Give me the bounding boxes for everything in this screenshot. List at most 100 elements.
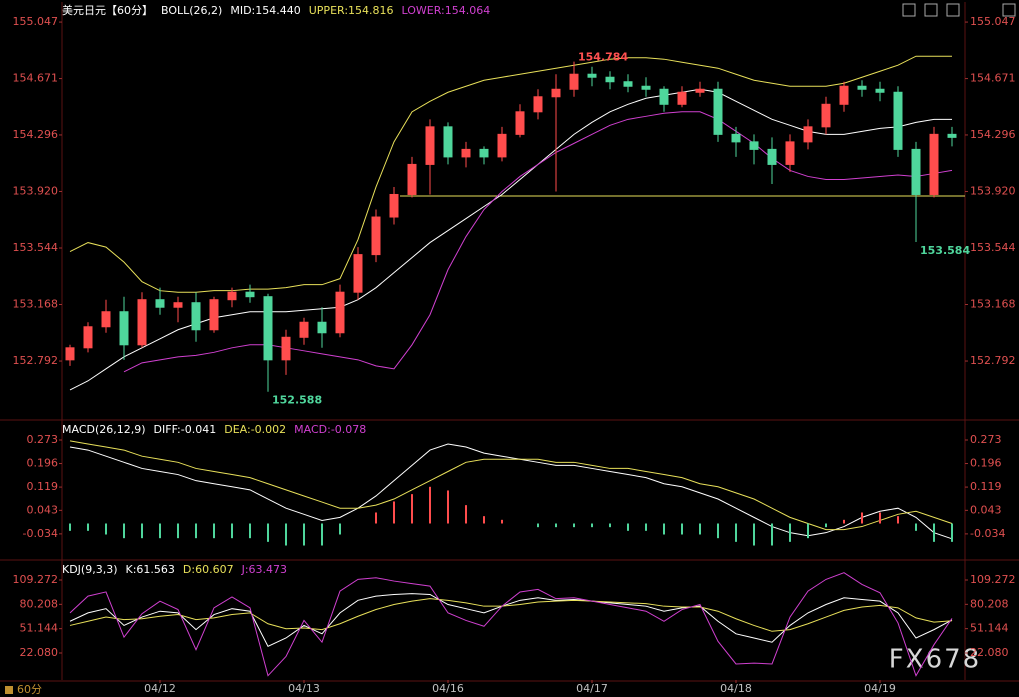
y-tick-label-right: 0.043 xyxy=(970,503,1002,516)
period-label[interactable]: 60分 xyxy=(17,683,42,696)
x-tick-label: 04/16 xyxy=(432,682,464,695)
legend-entry: J:63.473 xyxy=(241,563,287,576)
y-tick-label-right: 154.296 xyxy=(970,128,1016,141)
candle-body xyxy=(101,311,111,328)
x-tick-label: 04/19 xyxy=(864,682,896,695)
y-tick-label: 51.144 xyxy=(20,622,59,635)
candle-body xyxy=(587,73,597,78)
y-tick-label-right: 153.920 xyxy=(970,184,1016,197)
macd-line xyxy=(69,443,953,540)
candle-body xyxy=(389,193,399,218)
candle-body xyxy=(479,148,489,158)
y-tick-label: 0.273 xyxy=(27,433,59,446)
candle-body xyxy=(245,291,255,298)
y-tick-label: 109.272 xyxy=(13,573,59,586)
candle-body xyxy=(371,216,381,256)
candle-body xyxy=(461,148,471,158)
candle-body xyxy=(65,347,75,361)
frame xyxy=(0,2,1019,682)
window-buttons[interactable] xyxy=(902,3,1016,17)
x-tick-label: 04/12 xyxy=(144,682,176,695)
candle-body xyxy=(263,296,273,361)
candle-body xyxy=(605,76,615,83)
legend-entry: DEA:-0.002 xyxy=(224,423,286,436)
candle-body xyxy=(749,141,759,150)
x-tick-label: 04/17 xyxy=(576,682,608,695)
candle-body xyxy=(497,133,507,158)
y-tick-label: 153.544 xyxy=(13,241,59,254)
y-tick-label: 0.196 xyxy=(27,457,59,470)
candle-body xyxy=(515,111,525,135)
button[interactable] xyxy=(946,3,960,17)
candle-body xyxy=(767,148,777,165)
candle-body xyxy=(713,88,723,135)
y-tick-label: 80.208 xyxy=(20,597,59,610)
y-tick-label-right: 22.080 xyxy=(970,646,1009,659)
y-tick-label-right: 153.168 xyxy=(970,298,1016,311)
candle-body xyxy=(785,141,795,165)
candle-body xyxy=(803,126,813,143)
lock-icon[interactable] xyxy=(5,686,13,694)
candle-body xyxy=(443,126,453,158)
legend-entry: MACD:-0.078 xyxy=(294,423,366,436)
y-tick-label-right: -0.034 xyxy=(970,527,1005,540)
candle-body xyxy=(119,311,129,346)
legend-entry: BOLL(26,2) xyxy=(161,4,222,17)
candle-body xyxy=(137,299,147,346)
button[interactable] xyxy=(1002,3,1016,17)
y-tick-label: -0.034 xyxy=(23,527,58,540)
legend-entry: MID:154.440 xyxy=(230,4,300,17)
candle-body xyxy=(551,88,561,98)
y-tick-label: 153.920 xyxy=(13,184,59,197)
candle-body xyxy=(335,291,345,334)
candle-body xyxy=(83,326,93,349)
y-tick-label-right: 80.208 xyxy=(970,597,1009,610)
legend-entry: D:60.607 xyxy=(183,563,234,576)
kdj-line xyxy=(69,593,953,648)
price-annotation: 153.584 xyxy=(920,244,970,257)
legend-entry: LOWER:154.064 xyxy=(402,4,491,17)
watermark: FX678 xyxy=(889,645,981,675)
x-tick-label: 04/18 xyxy=(720,682,752,695)
y-tick-label-right: 153.544 xyxy=(970,241,1016,254)
candle-body xyxy=(281,336,291,361)
kdj-line xyxy=(69,598,953,632)
candle-body xyxy=(911,148,921,195)
y-tick-label: 22.080 xyxy=(20,646,59,659)
y-tick-label: 155.047 xyxy=(13,15,59,28)
candle-body xyxy=(173,302,183,308)
candle-body xyxy=(659,88,669,105)
y-tick-label-right: 109.272 xyxy=(970,573,1016,586)
candle-body xyxy=(731,133,741,143)
kdj-line xyxy=(69,572,953,677)
price-annotation: 152.588 xyxy=(272,394,322,407)
candle-body xyxy=(893,91,903,150)
y-tick-label: 152.792 xyxy=(13,354,59,367)
candle-body xyxy=(695,88,705,93)
legend-entry: 美元日元【60分】 xyxy=(62,4,153,17)
legend-entry: DIFF:-0.041 xyxy=(154,423,217,436)
candle-body xyxy=(929,133,939,195)
candle-body xyxy=(569,73,579,90)
candle-body xyxy=(425,126,435,165)
y-tick-label: 0.043 xyxy=(27,503,59,516)
button[interactable] xyxy=(924,3,938,17)
candle-body xyxy=(821,103,831,128)
y-tick-label-right: 0.196 xyxy=(970,457,1002,470)
legend-entry: K:61.563 xyxy=(126,563,175,576)
y-tick-label: 154.671 xyxy=(13,72,59,85)
y-tick-label-right: 152.792 xyxy=(970,354,1016,367)
x-tick-label: 04/13 xyxy=(288,682,320,695)
y-tick-label-right: 154.671 xyxy=(970,72,1016,85)
button[interactable] xyxy=(902,3,916,17)
candle-body xyxy=(227,291,237,301)
y-tick-label-right: 155.047 xyxy=(970,15,1016,28)
candle-body xyxy=(947,133,957,138)
y-tick-label-right: 0.119 xyxy=(970,480,1002,493)
candle-body xyxy=(857,85,867,90)
candle-body xyxy=(317,321,327,334)
candle-body xyxy=(533,96,543,113)
macd-line xyxy=(69,440,953,531)
